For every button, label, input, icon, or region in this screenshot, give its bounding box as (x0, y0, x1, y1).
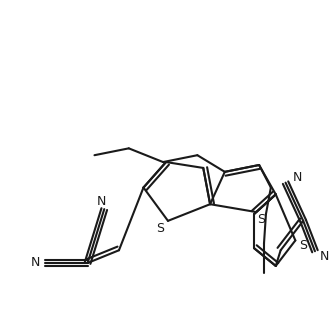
Text: N: N (31, 256, 40, 270)
Text: S: S (156, 222, 164, 235)
Text: S: S (299, 239, 307, 252)
Text: N: N (293, 171, 302, 184)
Text: N: N (320, 249, 329, 263)
Text: S: S (257, 214, 265, 226)
Text: N: N (97, 195, 106, 208)
